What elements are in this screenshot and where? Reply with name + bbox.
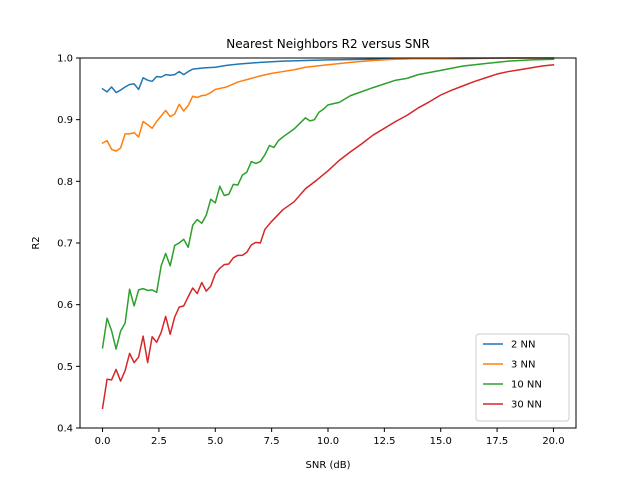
x-axis-ticks: 0.0 2.5 5.0 7.5 10.0 12.5 15.0 17.5 20.0 (95, 428, 565, 447)
series-line-30-nn (101, 63, 555, 410)
legend-label: 30 NN (511, 400, 542, 411)
legend-label: 3 NN (511, 360, 536, 371)
y-axis-label: R2 (31, 236, 42, 249)
plot-frame (79, 57, 577, 429)
series-line-3-nn (101, 57, 555, 152)
legend: 2 NN 3 NN 10 NN 30 NN (475, 333, 570, 422)
x-tick-label: 15.0 (430, 436, 452, 447)
y-tick-label: 0.4 (57, 424, 73, 435)
x-tick-label: 0.0 (95, 436, 111, 447)
y-tick-label: 0.8 (57, 177, 73, 188)
y-tick-label: 0.5 (57, 362, 73, 373)
plot-area (101, 57, 555, 410)
legend-box (475, 333, 570, 422)
y-tick-label: 0.9 (57, 115, 73, 126)
x-tick-label: 12.5 (373, 436, 395, 447)
x-tick-label: 2.5 (151, 436, 167, 447)
chart-title: Nearest Neighbors R2 versus SNR (226, 37, 429, 51)
legend-label: 10 NN (511, 380, 542, 391)
x-axis-label: SNR (dB) (306, 460, 351, 471)
series-line-2-nn (101, 57, 555, 94)
x-tick-label: 17.5 (486, 436, 508, 447)
x-tick-label: 10.0 (317, 436, 339, 447)
y-tick-label: 0.7 (57, 239, 73, 250)
x-tick-label: 20.0 (542, 436, 564, 447)
y-tick-label: 1.0 (57, 54, 73, 65)
legend-label: 2 NN (511, 340, 536, 351)
y-axis-ticks: 0.4 0.5 0.6 0.7 0.8 0.9 1.0 (57, 54, 80, 435)
x-tick-label: 5.0 (207, 436, 223, 447)
series-line-10-nn (101, 58, 555, 350)
x-tick-label: 7.5 (264, 436, 280, 447)
y-tick-label: 0.6 (57, 300, 73, 311)
